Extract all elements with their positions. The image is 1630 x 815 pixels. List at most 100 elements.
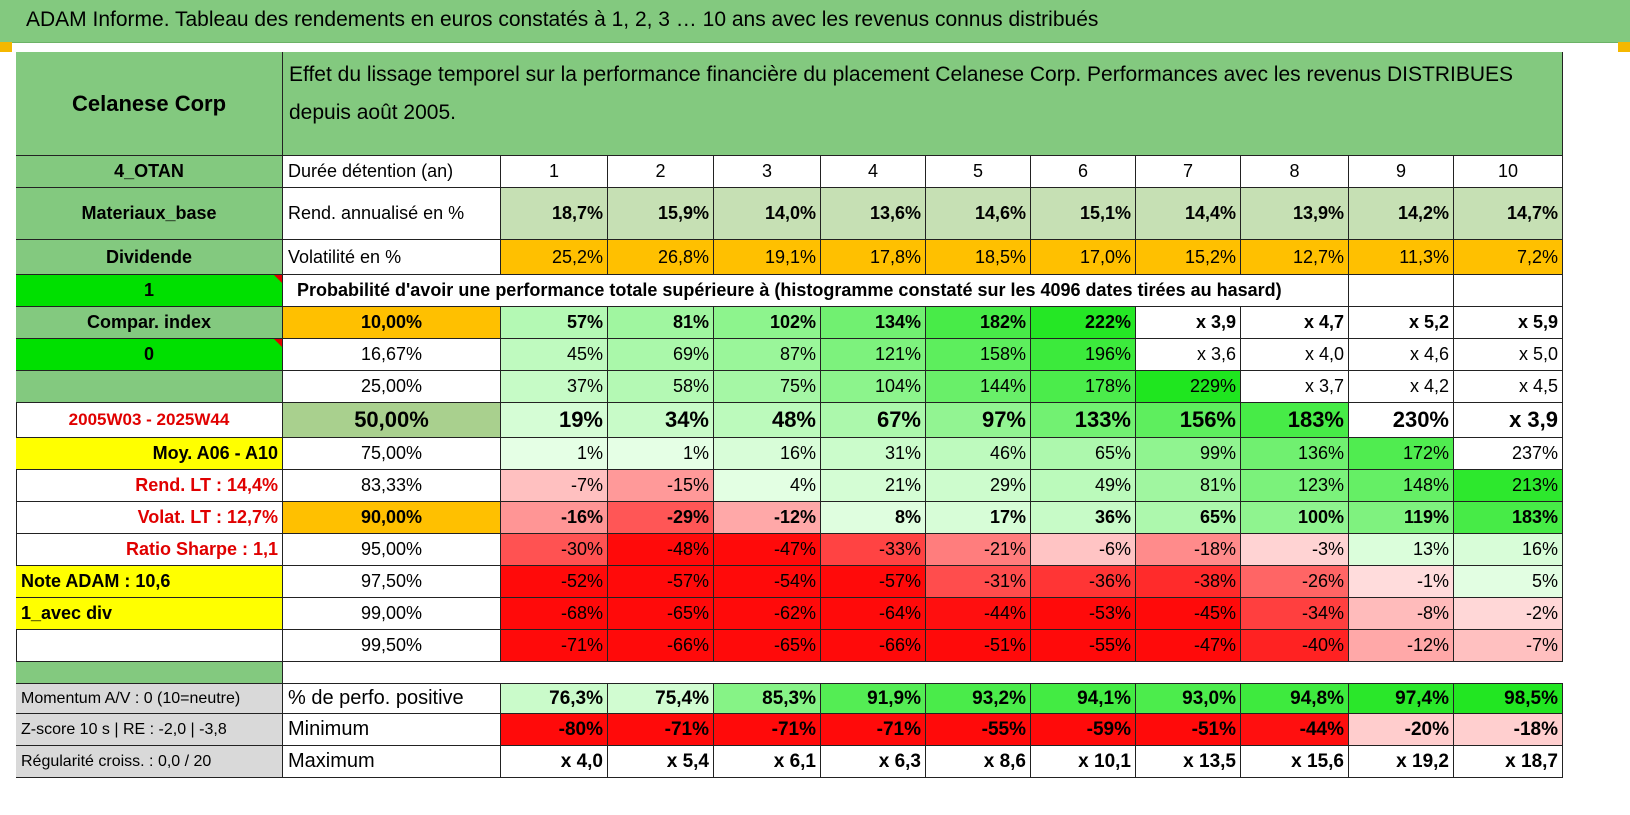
year-header-cell: 9 <box>1349 156 1454 188</box>
side-label-cell: Momentum A/V : 0 (10=neutre) <box>16 684 283 714</box>
volatility-cell: 7,2% <box>1454 240 1563 275</box>
probability-value-cell: 133% <box>1031 403 1136 438</box>
probability-value-cell: 196% <box>1031 339 1136 371</box>
probability-value-cell: 58% <box>608 371 714 403</box>
probability-value-cell: 183% <box>1454 502 1563 534</box>
probability-value-cell: -15% <box>608 470 714 502</box>
probability-value-cell: -54% <box>714 566 821 598</box>
probability-value-cell: 134% <box>821 307 926 339</box>
probability-value-cell: 34% <box>608 403 714 438</box>
probability-value-cell: -52% <box>501 566 608 598</box>
probability-value-cell: 45% <box>501 339 608 371</box>
probability-value-cell: x 5,2 <box>1349 307 1454 339</box>
side-label-cell: Compar. index <box>16 307 283 339</box>
probability-value-cell: 31% <box>821 438 926 470</box>
probability-value-cell: x 3,6 <box>1136 339 1241 371</box>
confidence-level-cell: 97,50% <box>283 566 501 598</box>
annual-return-cell: 13,6% <box>821 188 926 240</box>
side-label-cell: Z-score 10 s | RE : -2,0 | -3,8 <box>16 714 283 746</box>
volatility-cell: 15,2% <box>1136 240 1241 275</box>
summary-value-cell: 85,3% <box>714 684 821 714</box>
summary-value-cell: 97,4% <box>1349 684 1454 714</box>
side-label-cell: Materiaux_base <box>16 188 283 240</box>
probability-value-cell: -51% <box>926 630 1031 662</box>
probability-value-cell: -62% <box>714 598 821 630</box>
confidence-level-cell: 99,50% <box>283 630 501 662</box>
probability-value-cell: 148% <box>1349 470 1454 502</box>
year-header-cell: 8 <box>1241 156 1349 188</box>
summary-value-cell: x 18,7 <box>1454 746 1563 778</box>
probability-value-cell: -1% <box>1349 566 1454 598</box>
annual-return-cell: 13,9% <box>1241 188 1349 240</box>
probability-value-cell: -64% <box>821 598 926 630</box>
probability-value-cell: -57% <box>608 566 714 598</box>
summary-value-cell: 93,0% <box>1136 684 1241 714</box>
summary-label-cell: Maximum <box>283 746 501 778</box>
probability-value-cell: -18% <box>1136 534 1241 566</box>
probability-value-cell: 29% <box>926 470 1031 502</box>
probability-value-cell: 17% <box>926 502 1031 534</box>
spacer-row <box>283 662 1563 684</box>
summary-value-cell: x 19,2 <box>1349 746 1454 778</box>
probability-value-cell: 1% <box>608 438 714 470</box>
probability-value-cell: -55% <box>1031 630 1136 662</box>
probability-value-cell: x 4,6 <box>1349 339 1454 371</box>
summary-value-cell: 91,9% <box>821 684 926 714</box>
probability-value-cell: -12% <box>1349 630 1454 662</box>
probability-value-cell: -36% <box>1031 566 1136 598</box>
probability-value-cell: 37% <box>501 371 608 403</box>
stats-label-cell: Volatilité en % <box>283 240 501 275</box>
summary-value-cell: x 10,1 <box>1031 746 1136 778</box>
confidence-level-cell: 83,33% <box>283 470 501 502</box>
summary-value-cell: x 4,0 <box>501 746 608 778</box>
summary-value-cell: -71% <box>821 714 926 746</box>
probability-value-cell: -2% <box>1454 598 1563 630</box>
probability-value-cell: 65% <box>1136 502 1241 534</box>
probability-value-cell: -21% <box>926 534 1031 566</box>
probability-value-cell: 158% <box>926 339 1031 371</box>
stats-label-cell: Rend. annualisé en % <box>283 188 501 240</box>
probability-value-cell: 5% <box>1454 566 1563 598</box>
probability-value-cell: 100% <box>1241 502 1349 534</box>
side-label-cell: 2005W03 - 2025W44 <box>16 403 283 438</box>
volatility-cell: 12,7% <box>1241 240 1349 275</box>
probability-value-cell: 4% <box>714 470 821 502</box>
summary-value-cell: -51% <box>1136 714 1241 746</box>
probability-value-cell: -66% <box>821 630 926 662</box>
probability-value-cell: 182% <box>926 307 1031 339</box>
summary-value-cell: -44% <box>1241 714 1349 746</box>
summary-value-cell: -20% <box>1349 714 1454 746</box>
probability-value-cell: 1% <box>501 438 608 470</box>
side-label-cell: Régularité croiss. : 0,0 / 20 <box>16 746 283 778</box>
probability-value-cell: 48% <box>714 403 821 438</box>
probability-value-cell: -16% <box>501 502 608 534</box>
probability-value-cell: 136% <box>1241 438 1349 470</box>
year-header-cell: 7 <box>1136 156 1241 188</box>
confidence-level-cell: 90,00% <box>283 502 501 534</box>
company-name-cell: Celanese Corp <box>16 52 283 156</box>
probability-title: Probabilité d'avoir une performance tota… <box>283 275 1349 307</box>
side-label-cell: 4_OTAN <box>16 156 283 188</box>
probability-value-cell: -40% <box>1241 630 1349 662</box>
annual-return-cell: 15,9% <box>608 188 714 240</box>
summary-value-cell: 75,4% <box>608 684 714 714</box>
probability-value-cell: -57% <box>821 566 926 598</box>
annual-return-cell: 14,2% <box>1349 188 1454 240</box>
summary-value-cell: -18% <box>1454 714 1563 746</box>
probability-value-cell: x 3,9 <box>1136 307 1241 339</box>
volatility-cell: 19,1% <box>714 240 821 275</box>
probability-value-cell: 16% <box>1454 534 1563 566</box>
side-label-cell: Volat. LT : 12,7% <box>16 502 283 534</box>
probability-value-cell: -12% <box>714 502 821 534</box>
year-header-cell: 2 <box>608 156 714 188</box>
probability-value-cell: 75% <box>714 371 821 403</box>
side-label-cell: Moy. A06 - A10 <box>16 438 283 470</box>
summary-value-cell: x 8,6 <box>926 746 1031 778</box>
probability-value-cell: x 4,7 <box>1241 307 1349 339</box>
probability-value-cell: -44% <box>926 598 1031 630</box>
probability-value-cell: 213% <box>1454 470 1563 502</box>
summary-value-cell: 94,1% <box>1031 684 1136 714</box>
volatility-cell: 26,8% <box>608 240 714 275</box>
probability-value-cell: -47% <box>714 534 821 566</box>
year-header-cell: 4 <box>821 156 926 188</box>
